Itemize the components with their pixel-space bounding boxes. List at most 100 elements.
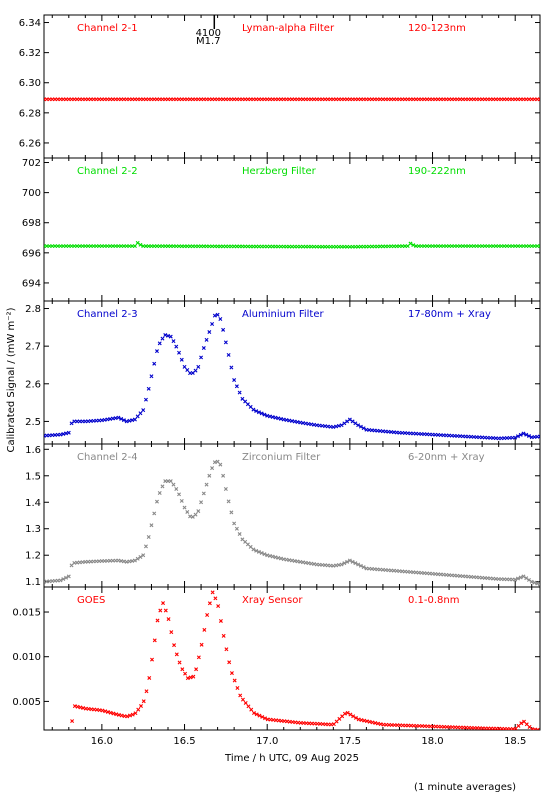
- panel-filter-label: Lyman-alpha Filter: [242, 23, 335, 34]
- data-point: [180, 667, 185, 672]
- data-point: [163, 333, 168, 338]
- data-point: [205, 613, 210, 617]
- data-point: [513, 577, 518, 582]
- x-tick-label: 16.0: [91, 736, 113, 747]
- data-point: [135, 556, 140, 561]
- data-point: [524, 432, 529, 437]
- data-point: [364, 719, 369, 724]
- data-point: [232, 378, 237, 383]
- y-tick-label: 6.30: [19, 78, 41, 89]
- data-point: [331, 425, 336, 430]
- data-point: [207, 601, 212, 606]
- data-point: [72, 704, 77, 709]
- data-point: [522, 719, 527, 724]
- data-point: [108, 710, 113, 715]
- panel-filter-label: Aluminium Filter: [242, 309, 325, 320]
- data-point: [69, 421, 74, 426]
- data-point: [361, 426, 366, 431]
- data-point: [287, 418, 292, 423]
- data-point: [185, 509, 190, 514]
- data-point: [132, 244, 137, 249]
- data-point: [179, 498, 184, 503]
- flare-marker-class: M1.7: [196, 36, 221, 47]
- data-point: [216, 604, 221, 609]
- data-point: [169, 630, 174, 635]
- data-point: [353, 561, 358, 566]
- panel-band-label: 6-20nm + Xray: [408, 452, 485, 463]
- data-point: [254, 548, 259, 553]
- panel-band-label: 17-80nm + Xray: [408, 309, 491, 320]
- data-point: [155, 618, 160, 623]
- data-point: [535, 727, 540, 730]
- data-point: [116, 415, 121, 420]
- data-point: [248, 404, 253, 409]
- data-point: [524, 722, 529, 727]
- data-point: [351, 714, 356, 719]
- y-tick-label: 6.26: [19, 138, 41, 149]
- y-tick-label: 1.2: [25, 551, 41, 562]
- data-point: [171, 339, 176, 344]
- data-point: [188, 675, 193, 680]
- data-point: [232, 521, 237, 526]
- data-point: [152, 361, 157, 366]
- flare-marker-number: 4100: [196, 28, 221, 39]
- panel-channel-label: Channel 2-2: [77, 166, 138, 177]
- data-point: [185, 676, 190, 681]
- data-point: [411, 243, 416, 248]
- data-point: [193, 368, 198, 373]
- data-point: [202, 627, 207, 632]
- data-point: [58, 432, 63, 437]
- data-point: [251, 547, 256, 552]
- data-point: [177, 350, 182, 355]
- data-point: [149, 374, 154, 379]
- data-point: [237, 390, 242, 395]
- panel-frame: [43, 157, 541, 302]
- y-tick-label: 6.28: [19, 108, 41, 119]
- data-point: [212, 460, 217, 465]
- data-point: [342, 711, 347, 716]
- data-point: [339, 562, 344, 567]
- y-tick-label: 696: [22, 248, 41, 259]
- data-point: [235, 686, 240, 690]
- data-point: [218, 618, 223, 623]
- data-point: [161, 601, 166, 606]
- data-point: [515, 576, 520, 581]
- data-point: [295, 420, 300, 425]
- data-point: [61, 577, 66, 582]
- panel-4: 1.1 1.2 1.3 1.4 1.5 1.6 Channel 2-4 Zirconium F…: [25, 443, 541, 588]
- data-point: [193, 512, 198, 517]
- data-point: [70, 719, 75, 724]
- data-point: [221, 633, 226, 638]
- data-point: [149, 523, 154, 528]
- data-point: [234, 384, 239, 389]
- data-point: [143, 397, 148, 402]
- data-series: [70, 590, 540, 730]
- data-point: [130, 418, 135, 423]
- data-point: [204, 337, 209, 342]
- data-point: [75, 704, 80, 709]
- data-point: [353, 715, 358, 720]
- data-series: [44, 240, 540, 249]
- x-tick-label: 17.5: [339, 736, 361, 747]
- data-point: [201, 346, 206, 351]
- panel-band-label: 120-123nm: [408, 23, 466, 34]
- y-tick-label: 2.5: [25, 417, 41, 428]
- data-point: [64, 575, 69, 580]
- data-point: [243, 399, 248, 404]
- data-point: [199, 500, 204, 505]
- y-axis-label: Calibrated Signal / (mW m⁻²): [6, 307, 17, 452]
- data-point: [132, 558, 137, 563]
- y-tick-label: 694: [22, 278, 41, 289]
- data-point: [373, 720, 378, 725]
- data-point: [358, 424, 363, 429]
- data-point: [348, 712, 353, 717]
- data-point: [221, 327, 226, 332]
- data-point: [367, 719, 372, 724]
- data-point: [254, 409, 259, 414]
- y-tick-label: 2.8: [25, 304, 41, 315]
- data-point: [345, 710, 350, 715]
- data-point: [521, 574, 526, 579]
- panel-5: 0.005 0.010 0.015 GOES Xray Sensor 0.1-0.8nm: [12, 586, 541, 731]
- data-point: [218, 316, 223, 321]
- data-point: [121, 418, 126, 423]
